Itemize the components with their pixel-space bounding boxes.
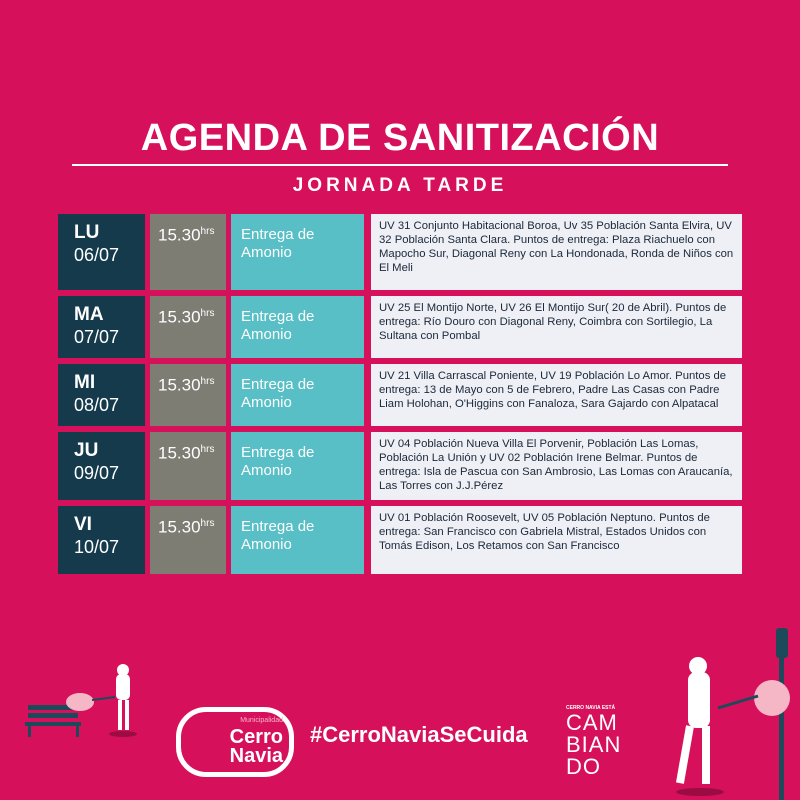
- activity-cell: Entrega de Amonio: [231, 214, 364, 290]
- date: 09/07: [74, 463, 120, 483]
- title-divider: [72, 164, 728, 166]
- activity-cell: Entrega de Amonio: [231, 296, 364, 358]
- time-cell: 15.30hrs: [150, 214, 226, 290]
- description-cell: UV 25 El Montijo Norte, UV 26 El Montijo…: [371, 296, 742, 358]
- bench-sanitizer-illustration: [25, 664, 137, 737]
- logo-line1: Cerro: [229, 726, 283, 748]
- time-cell: 15.30hrs: [150, 296, 226, 358]
- date: 06/07: [74, 245, 120, 265]
- day-abbrev: MA: [74, 304, 104, 325]
- time-unit: hrs: [200, 308, 215, 319]
- time-unit: hrs: [200, 376, 215, 387]
- day-cell: MA 07/07: [58, 296, 145, 358]
- date: 07/07: [74, 327, 120, 347]
- time: 15.30: [158, 443, 201, 463]
- logo-small-text: Municipalidad: [240, 717, 283, 724]
- logo-line2: Navia: [229, 745, 283, 767]
- page-title: AGENDA DE SANITIZACIÓN: [140, 117, 660, 159]
- time: 15.30: [158, 225, 201, 245]
- day-abbrev: JU: [74, 440, 99, 461]
- schedule-row: MA 07/07 15.30hrs Entrega de Amonio UV 25…: [58, 296, 742, 358]
- schedule-row: MI 08/07 15.30hrs Entrega de Amonio UV 21…: [58, 364, 742, 426]
- description-cell: UV 04 Población Nueva Villa El Porvenir,…: [371, 432, 742, 500]
- day-abbrev: MI: [74, 372, 96, 393]
- description-cell: UV 01 Población Roosevelt, UV 05 Poblaci…: [371, 506, 742, 574]
- schedule-row: JU 09/07 15.30hrs Entrega de Amonio UV 04…: [58, 432, 742, 500]
- activity-cell: Entrega de Amonio: [231, 364, 364, 426]
- slogan-line3: DO: [566, 754, 601, 779]
- day-abbrev: LU: [74, 222, 100, 243]
- schedule-row: VI 10/07 15.30hrs Entrega de Amonio UV 01…: [58, 506, 742, 574]
- description-cell: UV 31 Conjunto Habitacional Boroa, Uv 35…: [371, 214, 742, 290]
- time: 15.30: [158, 375, 201, 395]
- slogan-small: CERRO NAVIA ESTÁ: [566, 705, 616, 711]
- slogan-logo: CERRO NAVIA ESTÁ CAM BIAN DO: [566, 705, 621, 778]
- hashtag: #CerroNaviaSeCuida: [310, 722, 528, 747]
- date: 08/07: [74, 395, 120, 415]
- time-cell: 15.30hrs: [150, 364, 226, 426]
- slogan-line2: BIAN: [566, 732, 622, 757]
- date: 10/07: [74, 537, 120, 557]
- description-cell: UV 21 Villa Carrascal Poniente, UV 19 Po…: [371, 364, 742, 426]
- day-cell: LU 06/07: [58, 214, 145, 290]
- day-cell: VI 10/07: [58, 506, 145, 574]
- time-unit: hrs: [200, 518, 215, 529]
- page-subtitle: JORNADA TARDE: [292, 175, 508, 196]
- time-unit: hrs: [200, 444, 215, 455]
- time-unit: hrs: [200, 226, 215, 237]
- slogan-line1: CAM: [566, 710, 618, 735]
- day-cell: MI 08/07: [58, 364, 145, 426]
- schedule-row: LU 06/07 15.30hrs Entrega de Amonio UV 31…: [58, 214, 742, 290]
- activity-cell: Entrega de Amonio: [231, 506, 364, 574]
- activity-cell: Entrega de Amonio: [231, 432, 364, 500]
- logo-text: Cerro Navia: [229, 726, 283, 767]
- time-cell: 15.30hrs: [150, 432, 226, 500]
- time: 15.30: [158, 517, 201, 537]
- day-cell: JU 09/07: [58, 432, 145, 500]
- lamp-sanitizer-illustration: [675, 628, 790, 800]
- time: 15.30: [158, 307, 201, 327]
- cerro-navia-logo: Municipalidad Cerro Navia: [176, 707, 294, 777]
- day-abbrev: VI: [74, 514, 92, 535]
- schedule-table: LU 06/07 15.30hrs Entrega de Amonio UV 31…: [58, 214, 742, 574]
- time-cell: 15.30hrs: [150, 506, 226, 574]
